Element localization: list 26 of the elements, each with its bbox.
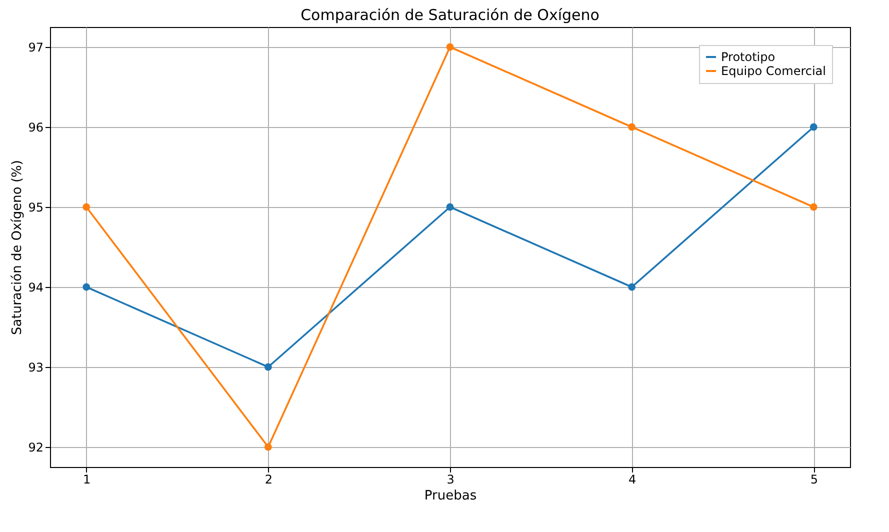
point [628, 283, 636, 291]
y-tick-label: 93 [28, 360, 44, 374]
y-tick-label: 94 [28, 280, 44, 294]
point [446, 203, 454, 211]
chart-title: Comparación de Saturación de Oxígeno [300, 6, 600, 24]
point [264, 443, 272, 451]
y-axis-title: Saturación de Oxígeno (%) [10, 160, 26, 335]
x-tick-label: 4 [628, 472, 636, 486]
x-tick-label: 5 [810, 472, 818, 486]
point [264, 363, 272, 371]
x-axis-title: Pruebas [424, 488, 477, 504]
point [82, 283, 90, 291]
point [82, 203, 90, 211]
point [628, 123, 636, 131]
point [810, 123, 818, 131]
y-tick-label: 95 [28, 200, 44, 214]
legend-label: Prototipo [721, 50, 776, 64]
x-tick-label: 1 [83, 472, 91, 486]
x-tick-label: 2 [264, 472, 272, 486]
y-tick-label: 97 [28, 40, 44, 54]
legend-label: Equipo Comercial [721, 64, 826, 78]
x-tick-label: 3 [446, 472, 454, 486]
point [446, 43, 454, 51]
y-tick-label: 92 [28, 440, 44, 454]
y-tick-label: 96 [28, 120, 44, 134]
point [810, 203, 818, 211]
